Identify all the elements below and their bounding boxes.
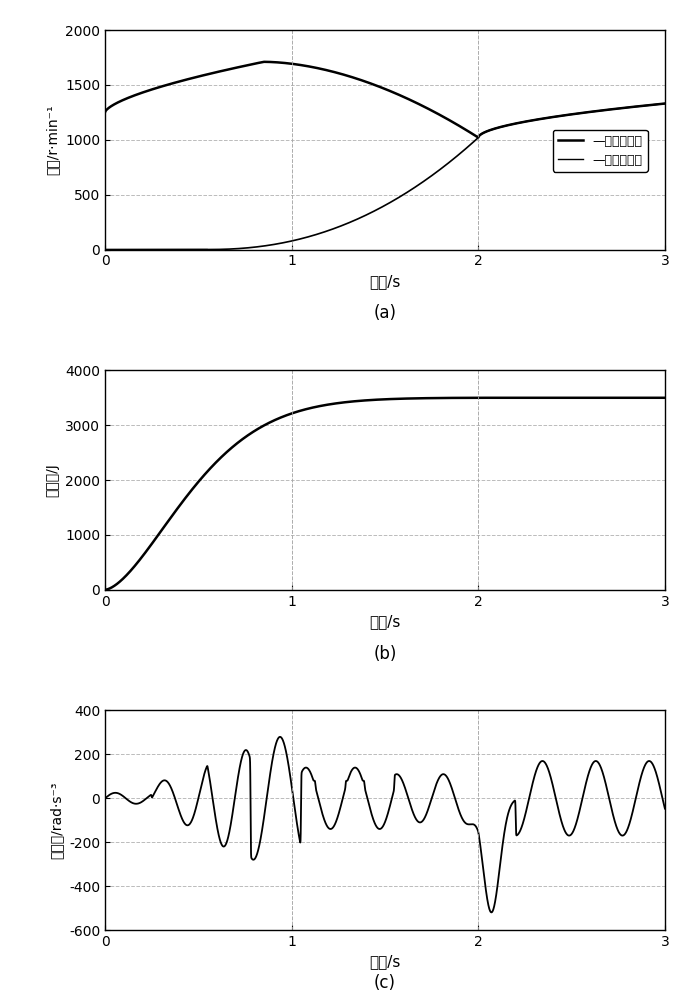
Y-axis label: 转速/r·min⁻¹: 转速/r·min⁻¹ <box>46 104 60 175</box>
Y-axis label: 滑摩功/J: 滑摩功/J <box>46 463 60 497</box>
Text: (a): (a) <box>374 304 396 322</box>
Y-axis label: 冲击度/rad·s⁻³: 冲击度/rad·s⁻³ <box>49 781 63 859</box>
X-axis label: 时间/s: 时间/s <box>370 954 400 969</box>
Text: (b): (b) <box>373 645 397 663</box>
X-axis label: 时间/s: 时间/s <box>370 274 400 289</box>
X-axis label: 时间/s: 时间/s <box>370 614 400 629</box>
Text: (c): (c) <box>374 974 396 992</box>
Legend: —发动机转速, —离合器转速: —发动机转速, —离合器转速 <box>552 130 648 172</box>
